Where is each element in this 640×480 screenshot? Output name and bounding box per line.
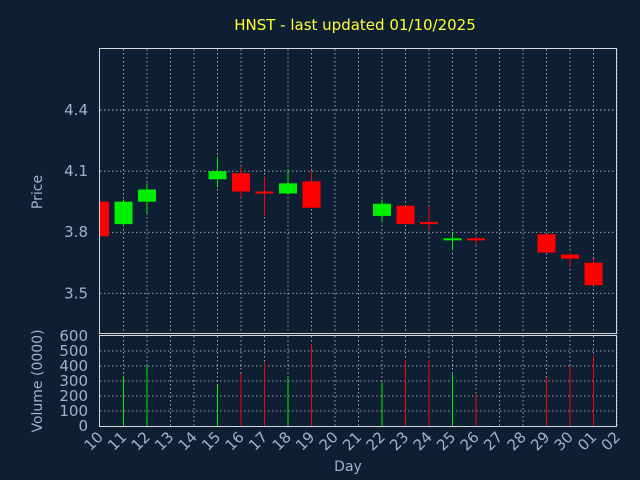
volume-y-tick-label: 100 (59, 402, 88, 420)
x-tick-label: 29 (527, 428, 553, 454)
x-axis-label: Day (334, 459, 362, 475)
candle-body (443, 238, 462, 241)
x-tick-label: 21 (339, 428, 365, 454)
x-tick-label: 13 (151, 428, 177, 454)
x-tick-label: 12 (128, 428, 154, 454)
x-tick-label: 11 (104, 428, 130, 454)
candle-body (138, 189, 156, 202)
chart-title: HNST - last updated 01/10/2025 (234, 16, 476, 34)
x-tick-label: 01 (574, 428, 600, 454)
x-tick-label: 20 (316, 428, 342, 454)
price-panel: 3.5 3.8 4.1 4.4 Price (30, 48, 618, 334)
price-axis-label: Price (30, 175, 46, 209)
price-y-tick-label: 3.5 (64, 284, 88, 302)
x-ticks: 1011121314151617181920212223242526272829… (81, 428, 624, 454)
candle-body (373, 203, 391, 216)
price-grid (100, 49, 618, 334)
candle-body (396, 205, 415, 225)
volume-y-tick-label: 600 (59, 327, 88, 345)
price-plot-frame (99, 48, 617, 334)
candle-body (208, 171, 227, 180)
candle-body (302, 181, 321, 208)
candle-body (114, 201, 133, 225)
candle-body (584, 262, 603, 286)
x-tick-label: 15 (198, 428, 224, 454)
x-tick-label: 14 (175, 428, 201, 454)
volume-y-tick-label: 500 (59, 342, 88, 360)
x-tick-label: 02 (598, 428, 624, 454)
x-tick-label: 23 (386, 428, 412, 454)
x-tick-label: 27 (480, 428, 506, 454)
volume-y-tick-label: 0 (78, 417, 88, 435)
x-tick-label: 24 (410, 428, 436, 454)
volume-bars (123, 344, 594, 426)
x-tick-label: 16 (222, 428, 248, 454)
candle-body (279, 183, 297, 194)
volume-y-tick-label: 400 (59, 357, 88, 375)
x-tick-label: 25 (433, 428, 459, 454)
candle-body (232, 173, 250, 192)
x-tick-label: 26 (457, 428, 483, 454)
candle-body (420, 222, 438, 225)
volume-grid (100, 336, 618, 426)
x-tick-label: 22 (363, 428, 389, 454)
candle-body (537, 234, 556, 253)
x-tick-label: 17 (245, 428, 271, 454)
price-y-ticks: 3.5 3.8 4.1 4.4 (64, 101, 88, 302)
price-y-tick-label: 4.4 (64, 101, 88, 119)
price-y-tick-label: 3.8 (64, 223, 88, 241)
x-tick-label: 19 (292, 428, 318, 454)
volume-axis-label: Volume (0000) (30, 329, 46, 432)
x-tick-label: 28 (504, 428, 530, 454)
candle-body (255, 191, 274, 194)
volume-plot-frame (99, 335, 617, 427)
volume-y-tick-label: 300 (59, 372, 88, 390)
candle-body (467, 238, 485, 241)
price-y-tick-label: 4.1 (64, 162, 88, 180)
candle-body (100, 201, 109, 237)
candle-body (561, 254, 579, 259)
x-tick-label: 18 (269, 428, 295, 454)
candles (100, 156, 603, 286)
volume-y-tick-label: 200 (59, 387, 88, 405)
x-tick-label: 30 (551, 428, 577, 454)
